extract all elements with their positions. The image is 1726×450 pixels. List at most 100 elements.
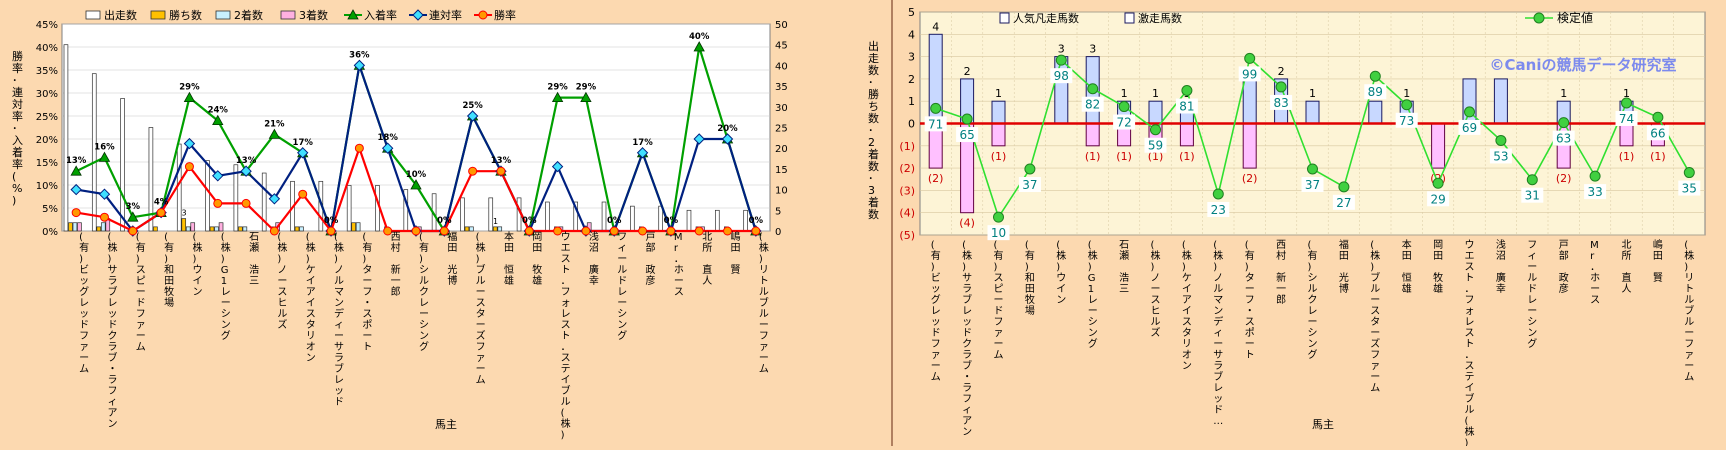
bar-2着数: [469, 226, 474, 232]
point-label: 13%: [66, 156, 87, 166]
point-入着率: [551, 91, 564, 102]
bar-bottom-label: (1): [1650, 150, 1666, 163]
value-label-box: [1521, 187, 1544, 203]
x-axis-label: 馬主: [435, 418, 457, 431]
value-label-box: [1207, 201, 1230, 217]
bar-出走数: [488, 197, 494, 232]
bar-2着数: [185, 226, 191, 232]
point-検定値: [1401, 99, 1413, 111]
bar-top-label: 1: [1309, 87, 1316, 100]
bar-2着数: [497, 226, 503, 232]
bar-bottom-label: (1): [1116, 150, 1132, 163]
right-tick-label: 35: [775, 82, 788, 93]
value-label: 81: [1179, 99, 1194, 113]
left-tick-label: 35%: [36, 66, 58, 77]
value-label-box: [1489, 148, 1512, 164]
legend-label: 勝ち数: [169, 8, 202, 22]
value-label-box: [1364, 84, 1387, 100]
value-label-box: [1270, 94, 1293, 110]
bar-bottom-label: (1): [1085, 150, 1101, 163]
bar-top-label: 2: [1278, 65, 1285, 78]
legend: 人気凡走馬数 激走馬数 検定値: [999, 10, 1593, 25]
bar-出走数: [545, 201, 550, 232]
bar-勝ち数: [464, 226, 470, 232]
point-連対率: [297, 147, 309, 159]
bar-勝ち数: [492, 226, 498, 232]
x-tick-label: (有)ターフ・スポート: [362, 232, 372, 353]
value-label: 63: [1556, 132, 1571, 146]
point-連対率: [636, 147, 649, 159]
point-label: 10%: [406, 170, 427, 180]
bar-2着数: [100, 222, 106, 232]
bar-人気凡走馬数: [1242, 123, 1257, 169]
bar-人気凡走馬数: [991, 123, 1006, 147]
point-label: 16%: [94, 142, 115, 152]
point-勝率: [666, 226, 676, 236]
value-label: 37: [1305, 178, 1320, 192]
point-label: 0%: [664, 216, 679, 226]
x-tick-label: (有)和田牧場: [1025, 240, 1035, 317]
point-label: 4%: [154, 198, 169, 208]
x-tick-label: (株)ノースヒルズ: [277, 232, 287, 331]
legend-marker: [1533, 12, 1545, 24]
x-tick-label: 石瀬 浩三: [249, 232, 259, 287]
value-label: 31: [1525, 189, 1540, 203]
x-tick-label: (株)ノルマンディーサラブレッド…: [1213, 240, 1223, 427]
point-連対率: [98, 188, 111, 200]
value-label: 27: [1336, 196, 1351, 210]
point-勝率: [128, 226, 138, 236]
point-label: 0%: [522, 216, 537, 226]
bar-2着数: [242, 226, 248, 232]
y-tick-label: 0: [908, 118, 915, 131]
bar-勝ち数: [181, 218, 187, 232]
point-勝率: [553, 226, 563, 236]
x-tick-label: (株) G 1 レーシング: [1088, 240, 1098, 350]
x-tick-label: 本田 恒雄: [1402, 238, 1412, 295]
x-tick-label: (有)スピードファーム: [136, 232, 146, 353]
bar-勝ち数: [238, 226, 243, 232]
value-label: 33: [1587, 185, 1602, 199]
bar-value-label: 3: [181, 209, 186, 218]
point-勝率: [411, 226, 421, 236]
right-tick-label: 40: [775, 61, 788, 72]
point-勝率: [468, 166, 478, 176]
bar-出走数: [63, 44, 69, 232]
bar-3着数: [77, 222, 82, 232]
left-tick-label: 45%: [36, 20, 58, 31]
left-tick-label: 30%: [36, 89, 58, 100]
point-label: 25%: [462, 101, 483, 111]
y-tick-label: (3): [899, 184, 915, 197]
bar-激走馬数: [1305, 100, 1320, 124]
x-tick-label: 岡田 牧雄: [532, 231, 542, 287]
bar-出走数: [630, 205, 635, 232]
x-tick-label: 福田 光博: [1339, 238, 1349, 295]
bar-top-label: 1: [1403, 87, 1410, 100]
legend-swatch: [150, 10, 166, 20]
value-label-box: [956, 127, 979, 143]
x-tick-label: 戸部 政彦: [646, 231, 656, 287]
bar-出走数: [715, 209, 720, 232]
value-label: 10: [991, 226, 1006, 240]
value-label: 59: [1148, 139, 1163, 153]
x-tick-label: 嶋田 賢: [1653, 238, 1663, 284]
owner-performance-chart: 0%5%10%15%20%25%30%35%40%45%051015202530…: [12, 8, 879, 441]
point-検定値: [1024, 163, 1036, 175]
bar-激走馬数: [1493, 78, 1508, 124]
point-検定値: [1212, 188, 1224, 200]
point-label: 29%: [547, 83, 568, 93]
x-tick-label: (有)ビッグレッドファーム: [931, 240, 941, 383]
right-tick-label: 15: [775, 165, 788, 176]
legend-label: 検定値: [1557, 10, 1593, 25]
point-label: 0%: [749, 216, 764, 226]
value-label-box: [1113, 114, 1136, 130]
legend-label: 連対率: [429, 8, 462, 22]
point-検定値: [961, 113, 973, 125]
legend-swatch: [1124, 12, 1135, 24]
point-連対率: [551, 160, 564, 173]
point-検定値: [1432, 177, 1444, 189]
left-tick-label: 20%: [36, 135, 58, 146]
value-label-box: [1238, 66, 1261, 82]
bar-出走数: [120, 98, 125, 232]
point-検定値: [1589, 170, 1601, 182]
point-label: 20%: [717, 124, 738, 134]
